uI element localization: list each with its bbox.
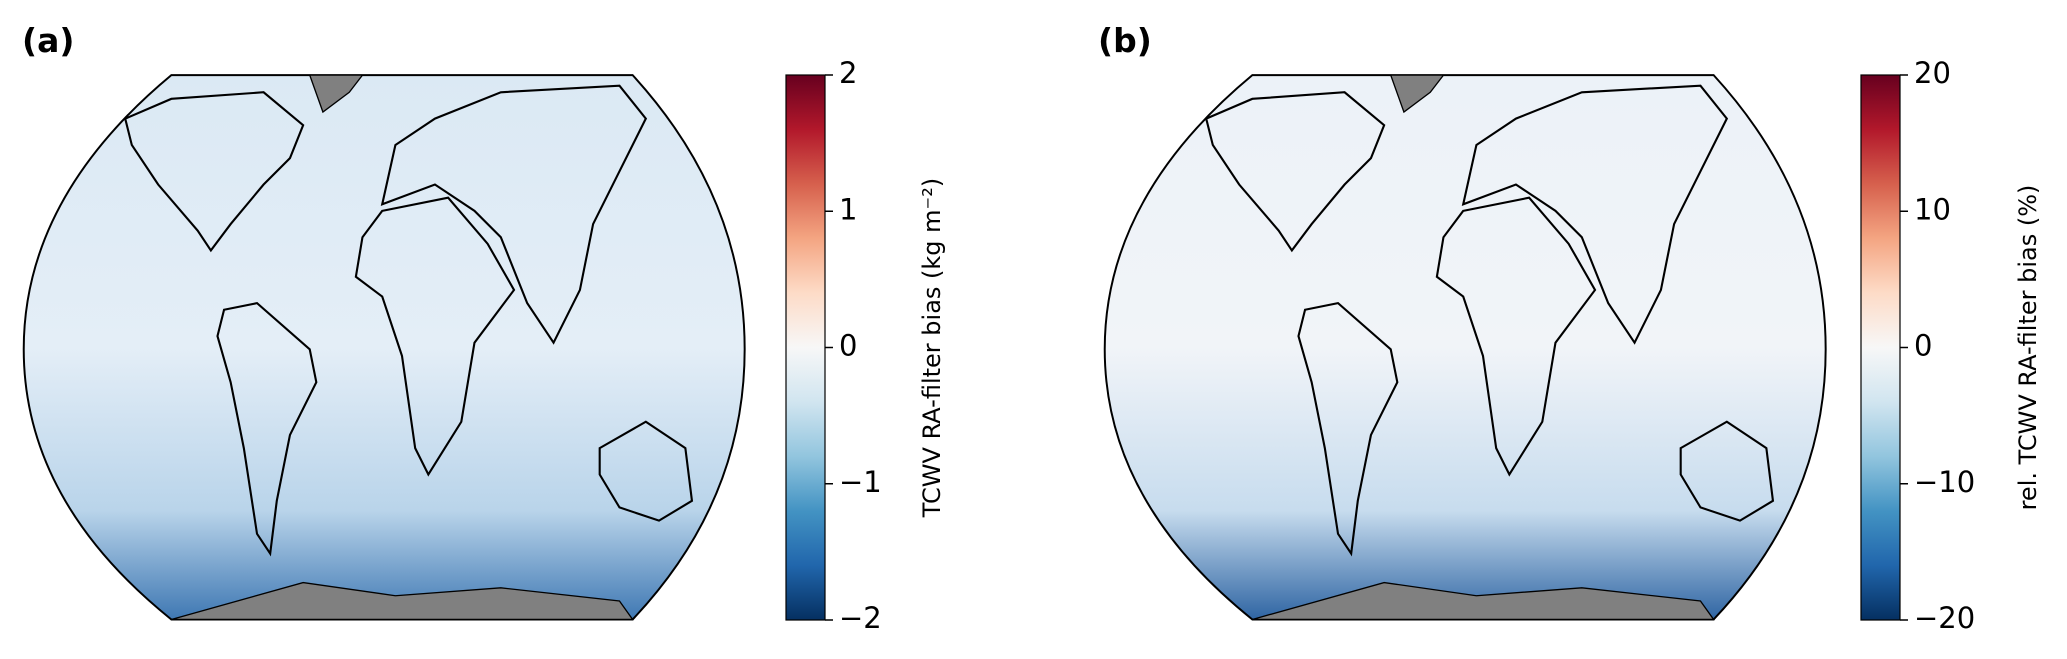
colorbar xyxy=(1860,74,1901,621)
colorbar-tick-label: −20 xyxy=(1914,601,1975,635)
colorbar-tick-label: 20 xyxy=(1914,56,1951,90)
colorbar-label: TCWV RA-filter bias (kg m⁻²) xyxy=(918,178,946,518)
colorbar-tick-label: 0 xyxy=(1914,329,1932,363)
map-a xyxy=(22,74,746,621)
colorbar-label: rel. TCWV RA-filter bias (%) xyxy=(2014,185,2042,511)
map-b xyxy=(1103,74,1827,621)
colorbar xyxy=(785,74,826,621)
colorbar-tick-label: −2 xyxy=(839,601,882,635)
colorbar-tick-label: 10 xyxy=(1914,192,1951,226)
colorbar-tick-label: 1 xyxy=(839,192,857,226)
colorbar-tick-label: −1 xyxy=(839,465,882,499)
panel-label: (b) xyxy=(1098,21,1152,60)
colorbar-tick-label: 2 xyxy=(839,56,857,90)
panel-label: (a) xyxy=(22,21,74,60)
colorbar-tick-label: 0 xyxy=(839,329,857,363)
colorbar-tick-label: −10 xyxy=(1914,465,1975,499)
